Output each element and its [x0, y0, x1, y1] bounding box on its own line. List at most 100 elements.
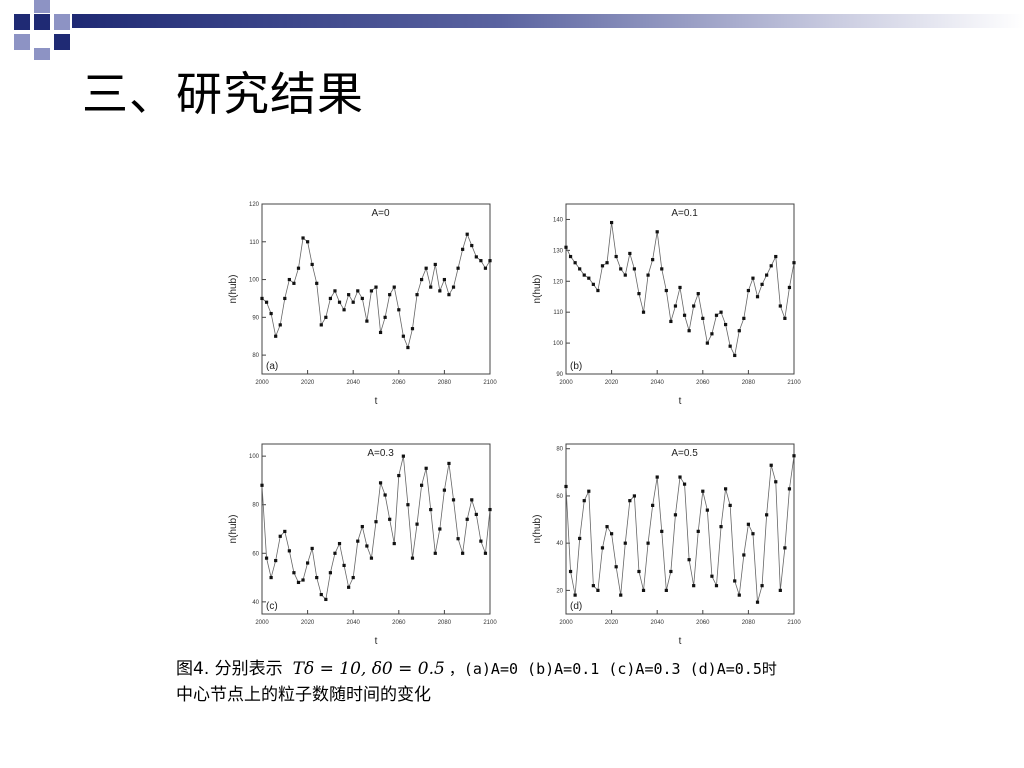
data-point	[591, 282, 595, 286]
series-line	[261, 456, 491, 601]
data-point	[356, 539, 360, 543]
y-axis-label: n(hub)	[532, 275, 543, 304]
data-point	[774, 480, 778, 484]
data-point	[755, 600, 760, 604]
data-point	[388, 293, 392, 297]
data-point	[365, 319, 369, 323]
data-point	[278, 323, 282, 327]
data-point	[787, 285, 792, 290]
y-tick-label: 80	[252, 353, 259, 359]
data-point	[306, 561, 310, 565]
data-point	[274, 558, 278, 563]
data-point	[664, 588, 668, 592]
header-gradient-bar	[72, 14, 1024, 28]
data-point	[442, 488, 446, 492]
data-point	[733, 353, 737, 358]
data-point	[682, 313, 687, 317]
x-tick-label: 2100	[483, 620, 497, 626]
y-tick-label: 140	[553, 217, 564, 223]
chart-panel-a: 2000 2020 2040 2060 2080 2100 80 90 100 110 120 A=0…	[228, 202, 497, 407]
data-point	[283, 296, 287, 301]
data-point	[610, 532, 614, 536]
data-point	[433, 551, 437, 555]
data-point	[488, 507, 492, 512]
data-point	[687, 558, 691, 562]
data-point	[774, 254, 778, 259]
x-tick-label: 2080	[742, 620, 756, 626]
data-point	[410, 327, 415, 331]
data-point	[724, 487, 728, 491]
data-point	[451, 285, 456, 289]
data-point	[619, 593, 623, 597]
y-tick-label: 60	[252, 551, 259, 557]
data-point	[479, 259, 483, 263]
data-point	[628, 251, 632, 256]
data-point	[783, 546, 787, 550]
x-tick-label: 2040	[651, 620, 665, 626]
data-point	[342, 563, 346, 568]
y-tick-label: 80	[252, 503, 259, 509]
data-point	[442, 277, 446, 282]
data-point	[351, 300, 355, 304]
deco-square-navy-2	[34, 14, 50, 30]
x-tick-label: 2080	[438, 620, 452, 626]
data-point	[356, 289, 360, 293]
data-point	[632, 267, 636, 271]
data-point	[719, 310, 723, 314]
data-point	[319, 592, 323, 597]
deco-square-navy-3	[54, 34, 70, 50]
data-point	[664, 288, 668, 293]
figure-caption: 图4. 分别表示 Tδ = 10, δ0 = 0.5 ，(a)A=0 (b)A=0.…	[176, 656, 936, 708]
data-point	[714, 584, 719, 588]
data-point	[310, 546, 314, 551]
data-point	[705, 341, 709, 345]
data-point	[420, 483, 424, 487]
y-axis-label: n(hub)	[532, 515, 543, 544]
data-point	[296, 580, 301, 585]
data-point	[728, 503, 732, 507]
data-point	[701, 489, 705, 493]
data-point	[283, 529, 287, 534]
data-point	[378, 481, 383, 485]
data-point	[578, 267, 582, 271]
data-point	[306, 240, 310, 244]
data-point	[461, 551, 465, 555]
data-point	[465, 232, 469, 236]
data-point	[351, 575, 355, 580]
data-point	[578, 536, 582, 541]
data-point	[260, 296, 264, 301]
data-point	[319, 323, 323, 327]
data-point	[292, 571, 296, 575]
data-point	[582, 273, 586, 277]
data-point	[710, 332, 714, 336]
data-point	[765, 273, 769, 277]
caption-line2: 中心节点上的粒子数随时间的变化	[176, 685, 431, 705]
data-point	[778, 304, 782, 308]
deco-square-navy-1	[14, 14, 30, 30]
x-tick-label: 2060	[392, 380, 406, 386]
data-point	[433, 262, 437, 267]
data-point	[264, 556, 269, 560]
data-point	[564, 484, 568, 489]
chart-panel-c: 2000 2020 2040 2060 2080 2100 40 60 80 100 A=0.3 (c…	[228, 443, 497, 647]
data-point	[333, 551, 337, 555]
x-tick-label: 2000	[559, 380, 573, 386]
x-tick-label: 2020	[301, 620, 315, 626]
data-point	[692, 584, 696, 588]
data-point	[397, 473, 401, 478]
x-tick-label: 2060	[696, 620, 710, 626]
data-point	[623, 541, 627, 545]
data-point	[614, 254, 618, 259]
data-point	[278, 534, 282, 538]
data-point	[769, 264, 773, 268]
x-tick-label: 2080	[742, 380, 756, 386]
data-point	[397, 308, 401, 312]
data-point	[488, 259, 492, 263]
data-point	[733, 579, 737, 583]
panel-label: (d)	[570, 601, 582, 612]
data-point	[637, 292, 641, 296]
x-axis-label: t	[679, 396, 682, 407]
data-point	[751, 532, 755, 536]
data-point	[447, 293, 451, 297]
data-point	[483, 551, 488, 555]
